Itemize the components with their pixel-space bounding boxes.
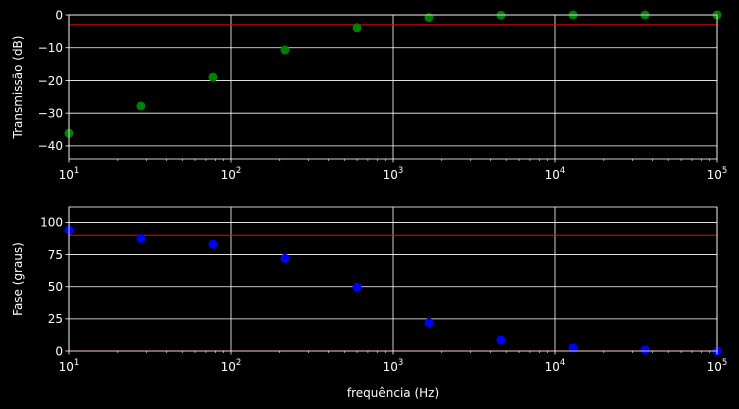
y-axis-label: Fase (graus) [11,242,25,316]
x-tick-label-exponent: 1 [74,166,79,176]
data-point [424,318,434,328]
y-tick-label: 50 [48,280,63,294]
x-tick-label: 105 [707,358,728,374]
x-tick-label: 104 [545,358,566,374]
y-tick-label: 0 [55,8,63,22]
x-tick-label-base: 10 [221,360,236,374]
x-tick-label: 101 [59,358,80,374]
x-tick-label: 103 [383,166,404,182]
x-tick-label-exponent: 4 [560,166,565,176]
x-tick-label-base: 10 [221,168,236,182]
y-tick-label: −10 [38,41,63,55]
x-tick-label-exponent: 5 [722,166,727,176]
x-tick-label-base: 10 [707,168,722,182]
x-axis-label: frequência (Hz) [347,386,439,400]
data-point [280,253,290,263]
x-tick-label-exponent: 5 [722,358,727,368]
data-point [208,239,218,249]
data-point [280,45,290,55]
y-tick-label: 100 [40,216,63,230]
x-tick-label-base: 10 [383,360,398,374]
x-tick-label: 102 [221,358,242,374]
x-tick-label-exponent: 2 [236,166,241,176]
x-tick-label-exponent: 4 [560,358,565,368]
data-point [352,23,362,33]
data-point [424,13,434,23]
transmission-panel: 101 102 103 104 1050−10−20−30−40Transmissão … [11,8,727,182]
data-point [136,234,146,243]
x-tick-label-base: 10 [545,360,560,374]
y-tick-label: 0 [55,344,63,358]
y-tick-label: −20 [38,74,63,88]
data-point [496,335,506,345]
data-point [640,345,650,355]
x-tick-label-exponent: 3 [398,358,403,368]
x-tick-label: 105 [707,166,728,182]
y-tick-label: 75 [48,248,63,262]
data-point [136,101,146,111]
x-tick-label-base: 10 [707,360,722,374]
x-tick-label-base: 10 [59,360,74,374]
x-tick-label-base: 10 [59,168,74,182]
y-tick-label: −40 [38,139,63,153]
x-tick-label: 102 [221,166,242,182]
y-tick-label: 25 [48,312,63,326]
x-tick-label-base: 10 [545,168,560,182]
data-point [208,72,218,82]
x-tick-label: 104 [545,166,566,182]
x-tick-label: 103 [383,358,404,374]
x-tick-label-exponent: 2 [236,358,241,368]
data-point [352,282,362,292]
x-tick-label-exponent: 1 [74,358,79,368]
x-tick-label: 101 [59,166,80,182]
x-tick-label-exponent: 3 [398,166,403,176]
data-point [568,343,578,353]
y-axis-label: Transmissão (dB) [11,36,25,140]
y-tick-label: −30 [38,106,63,120]
x-tick-label-base: 10 [383,168,398,182]
